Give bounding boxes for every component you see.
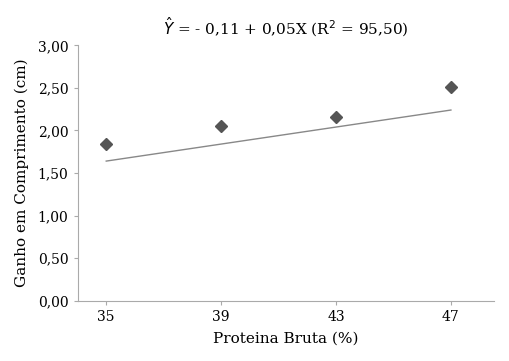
Y-axis label: Ganho em Comprimento (cm): Ganho em Comprimento (cm)	[15, 59, 30, 287]
Title: $\hat{Y}$ = - 0,11 + 0,05X (R$^2$ = 95,50): $\hat{Y}$ = - 0,11 + 0,05X (R$^2$ = 95,5…	[163, 15, 409, 39]
X-axis label: Proteina Bruta (%): Proteina Bruta (%)	[213, 332, 358, 346]
